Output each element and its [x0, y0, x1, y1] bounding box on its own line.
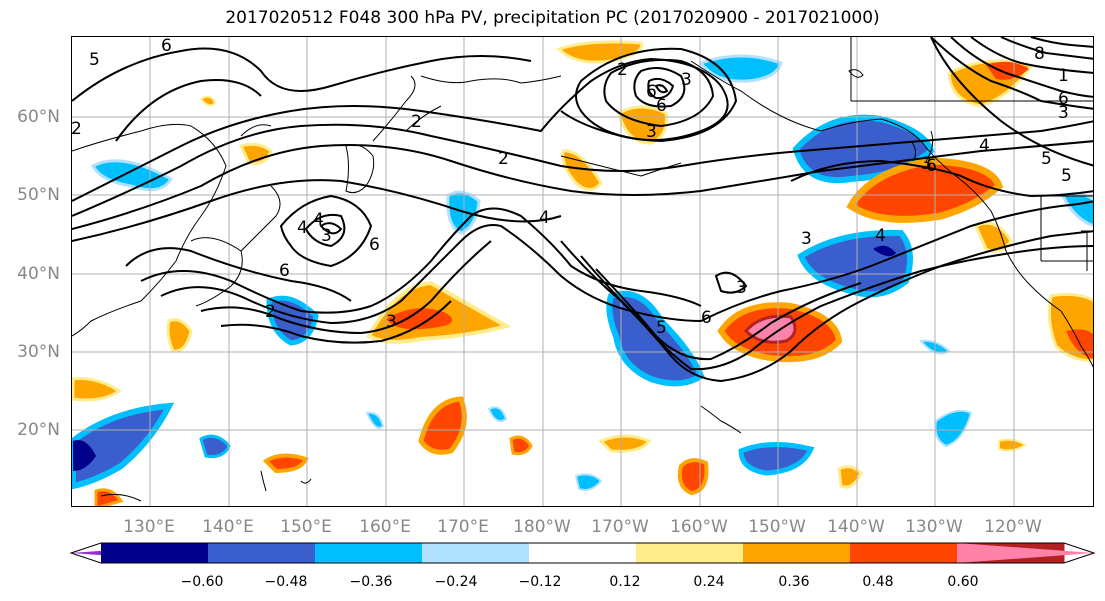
contour-label: 3: [801, 229, 812, 249]
lon-tick-label: 140°W: [827, 517, 885, 537]
lon-axis: 130°E 140°E 150°E 160°E 170°E 180°W 170°…: [123, 517, 1042, 537]
contour-label: 5: [89, 50, 100, 70]
contour-label: 2: [265, 302, 276, 322]
colorbar: −0.60 −0.48 −0.36 −0.24 −0.12 0.12 0.24 …: [69, 542, 1096, 590]
contour-label: 5: [1061, 166, 1072, 186]
lon-tick-label: 170°W: [591, 517, 649, 537]
lat-tick-label: 40°N: [17, 264, 60, 284]
colorbar-outline: [69, 542, 1096, 564]
contour-label: 1: [1058, 66, 1069, 86]
colorbar-cell: [208, 543, 316, 563]
colorbar-tick-label: −0.60: [181, 574, 224, 590]
contour-label: 6: [369, 235, 380, 255]
contour-label: 3: [321, 226, 332, 246]
lon-tick-label: 150°E: [280, 517, 332, 537]
colorbar-tick-label: −0.48: [265, 574, 308, 590]
contour-label: 6: [161, 37, 172, 56]
colorbar-cell: [743, 543, 851, 563]
contour-label: 6: [656, 96, 667, 116]
contour-label: 5: [656, 318, 667, 338]
lat-tick-label: 20°N: [17, 420, 60, 440]
contour-label: 5: [1041, 149, 1052, 169]
lon-tick-label: 180°W: [513, 517, 571, 537]
lon-tick-label: 160°W: [670, 517, 728, 537]
map-canvas: 6 2 5 6 3 4 6 2 4 6 6 6 3 3 2 4 3 8 1 6 …: [72, 37, 1093, 506]
contour-labels: 6 2 5 6 3 4 6 2 4 6 6 6 3 3 2 4 3 8 1 6 …: [72, 37, 1072, 338]
lat-tick-label: 60°N: [17, 107, 60, 127]
colorbar-cell: [529, 543, 637, 563]
colorbar-cell: [422, 543, 530, 563]
lon-tick-label: 130°E: [123, 517, 175, 537]
colorbar-tick-label: 0.12: [609, 574, 640, 590]
colorbar-cell: [101, 543, 209, 563]
contour-label: 3: [646, 122, 657, 142]
contour-label: 4: [979, 136, 990, 156]
contour-label: 2: [617, 60, 628, 80]
colorbar-cell: [850, 543, 958, 563]
graticule: [72, 37, 1093, 506]
lon-tick-label: 140°E: [202, 517, 254, 537]
contour-label: 4: [539, 208, 550, 228]
colorbar-tick-label: 0.48: [862, 574, 893, 590]
map-title: 2017020512 F048 300 hPa PV, precipitatio…: [225, 8, 880, 28]
pv-contours: [72, 37, 1093, 383]
contour-label: 3: [681, 70, 692, 90]
lon-tick-label: 170°E: [437, 517, 489, 537]
contour-label: 6: [279, 261, 290, 281]
contour-label: 3: [386, 312, 397, 332]
contour-label: 2: [72, 119, 82, 139]
map-panel: 6 2 5 6 3 4 6 2 4 6 6 6 3 3 2 4 3 8 1 6 …: [71, 36, 1094, 507]
lat-tick-label: 30°N: [17, 342, 60, 362]
colorbar-tick-label: 0.36: [778, 574, 809, 590]
contour-label: 4: [313, 210, 324, 230]
contour-label: 2: [498, 149, 509, 169]
contour-label: 3: [921, 154, 932, 174]
colorbar-cell: [636, 543, 744, 563]
contour-label: 4: [875, 226, 886, 246]
lon-tick-label: 150°W: [748, 517, 806, 537]
contour-label: 6: [1058, 89, 1069, 109]
colorbar-tick-label: 0.60: [947, 574, 978, 590]
contour-label: 2: [411, 112, 422, 132]
colorbar-tick-label: −0.12: [519, 574, 562, 590]
colorbar-tick-labels: −0.60 −0.48 −0.36 −0.24 −0.12 0.12 0.24 …: [181, 574, 979, 590]
colorbar-tick-label: 0.24: [693, 574, 724, 590]
colorbar-cell: [315, 543, 423, 563]
lat-tick-label: 50°N: [17, 185, 60, 205]
lon-tick-label: 160°E: [359, 517, 411, 537]
contour-label: 3: [1058, 103, 1069, 123]
colorbar-tick-label: −0.36: [350, 574, 393, 590]
contour-label: 3: [736, 278, 747, 298]
contour-label: 6: [646, 82, 657, 102]
lat-axis: 60°N 50°N 40°N 30°N 20°N: [17, 107, 60, 440]
lon-tick-label: 130°W: [905, 517, 963, 537]
colorbar-cell: [957, 543, 1094, 563]
contour-label: 4: [297, 218, 308, 238]
lon-tick-label: 120°W: [984, 517, 1042, 537]
contour-label: 8: [1034, 44, 1045, 64]
colorbar-tick-label: −0.24: [435, 574, 478, 590]
contour-label: 6: [926, 156, 937, 176]
contour-label: 6: [701, 308, 712, 328]
